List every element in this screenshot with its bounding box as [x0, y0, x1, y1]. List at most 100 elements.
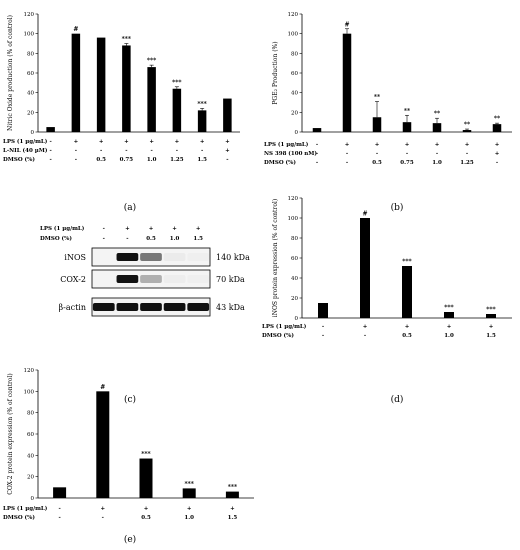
blot-band: [163, 253, 186, 261]
blot-condition-cell: +: [149, 226, 154, 232]
panel-label-a: (a): [124, 202, 136, 213]
condition-cell: +: [187, 506, 192, 512]
significance-mark: **: [404, 108, 410, 115]
blot-strip: [91, 269, 211, 289]
condition-cell: -: [150, 148, 152, 154]
bar: [462, 130, 472, 132]
chart-a-nitric-oxide: 0 20 40 60 80 100 120 Nitric Oxide production (…: [3, 12, 240, 163]
y-tick-label: 0: [31, 496, 35, 502]
blot-size-label: 140 kDa: [216, 253, 250, 262]
condition-cell: +: [495, 151, 500, 157]
blot-protein-label: COX-2: [60, 275, 86, 284]
bar: [223, 98, 232, 132]
bar: [342, 33, 352, 132]
condition-cell: -: [75, 148, 77, 154]
blot-band: [164, 275, 186, 283]
blot-band: [187, 303, 210, 311]
significance-mark: #: [362, 211, 367, 218]
significance-mark: ***: [444, 305, 453, 312]
condition-cell: -: [316, 160, 318, 166]
chart-e-cox2-expression: 0 20 40 60 80 100 120 COX-2 protein expression …: [3, 368, 254, 521]
bar: [402, 122, 412, 132]
condition-cell: +: [405, 324, 410, 330]
condition-cell: +: [225, 139, 230, 145]
significance-mark: ***: [197, 101, 206, 108]
condition-cell: 0.5: [96, 157, 106, 163]
blot-condition-cell: 0.5: [146, 236, 156, 242]
bar: [372, 117, 382, 132]
bar: [182, 488, 196, 498]
y-tick-label: 120: [288, 12, 299, 18]
y-tick-label: 40: [27, 91, 34, 97]
significance-mark: #: [100, 384, 105, 391]
significance-mark: ***: [141, 451, 150, 458]
condition-cell: +: [74, 139, 79, 145]
condition-cell: -: [316, 151, 318, 157]
condition-cell: 0.75: [400, 160, 414, 166]
chart-c-western-blot: LPS (1 µg/mL) - + + + + DMSO (%) - - 0.5 1.0 1.5 iNO…: [40, 225, 250, 317]
condition-cell: -: [316, 142, 318, 148]
bar: [96, 37, 106, 132]
significance-mark: ***: [402, 259, 411, 266]
blot-size-label: 43 kDa: [216, 303, 245, 312]
blot-condition-cell: 1.5: [193, 236, 203, 242]
condition-cell: +: [363, 324, 368, 330]
condition-cell: +: [124, 139, 129, 145]
condition-cell: +: [405, 142, 410, 148]
condition-cell: +: [345, 142, 350, 148]
condition-cell: -: [102, 515, 104, 521]
blot-condition-cell: +: [172, 226, 177, 232]
y-tick-label: 120: [288, 196, 299, 202]
bar: [46, 127, 55, 132]
significance-mark: **: [494, 116, 500, 123]
y-tick-label: 20: [291, 110, 298, 116]
bar: [53, 487, 67, 498]
condition-cell: +: [375, 142, 380, 148]
condition-row-label: L-NIL (40 µM): [3, 147, 48, 154]
panel-label-c: (c): [124, 394, 136, 405]
significance-mark: #: [73, 26, 78, 33]
y-tick-label: 100: [288, 32, 299, 38]
condition-cell: -: [49, 148, 51, 154]
bar: [172, 88, 182, 132]
condition-cell: -: [100, 148, 102, 154]
condition-cell: 0.5: [402, 333, 412, 339]
condition-cell: 1.25: [170, 157, 184, 163]
condition-cell: 1.25: [460, 160, 474, 166]
condition-row-label: DMSO (%): [3, 514, 35, 521]
condition-cell: 1.0: [184, 515, 194, 521]
blot-protein-label: β-actin: [58, 303, 86, 312]
blot-condition-cell: +: [196, 226, 201, 232]
condition-cell: -: [58, 515, 60, 521]
condition-cell: +: [99, 139, 104, 145]
y-tick-label: 0: [31, 130, 35, 136]
bar: [432, 123, 442, 132]
bar: [360, 218, 370, 318]
condition-cell: -: [346, 151, 348, 157]
blot-condition-cell: 1.0: [170, 236, 180, 242]
y-axis-label: iNOS protein expression (% of control): [272, 199, 279, 317]
y-axis-label: PGE₂ Production (%): [272, 41, 279, 104]
blot-band: [140, 303, 162, 311]
chart-d-inos-expression: 0 20 40 60 80 100 120 iNOS protein expression (…: [262, 196, 512, 339]
condition-cell: -: [322, 333, 324, 339]
condition-cell: 1.5: [228, 515, 238, 521]
bar: [197, 110, 207, 132]
condition-cell: +: [447, 324, 452, 330]
y-tick-label: 20: [27, 110, 34, 116]
significance-mark: ***: [184, 481, 193, 488]
y-tick-label: 80: [291, 236, 298, 242]
panel-label-e: (e): [124, 534, 136, 545]
significance-mark: ***: [172, 79, 181, 86]
significance-mark: **: [464, 122, 470, 129]
y-tick-label: 100: [288, 216, 299, 222]
condition-cell: -: [406, 151, 408, 157]
condition-cell: -: [176, 148, 178, 154]
condition-cell: -: [436, 151, 438, 157]
condition-cell: -: [322, 324, 324, 330]
y-axis-label: COX-2 protein expression (% of control): [7, 373, 14, 495]
panel-label-b: (b): [391, 202, 404, 213]
y-tick-label: 100: [24, 32, 35, 38]
blot-band: [163, 303, 186, 311]
